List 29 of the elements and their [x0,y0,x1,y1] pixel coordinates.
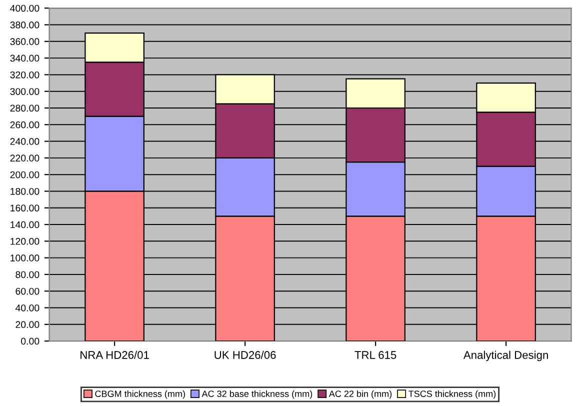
y-tick-label: 320.00 [10,71,40,78]
y-tick-label: 300.00 [10,88,40,95]
x-tick-label: Analytical Design [463,350,548,362]
y-tick-label: 100.00 [10,254,40,262]
y-tick-label: 220.00 [10,154,40,162]
legend-label: CBGM thickness (mm) [95,390,185,399]
y-tick-label: 160.00 [10,204,40,212]
y-tick-label: 400.00 [10,4,40,12]
y-tick-label: 340.00 [10,54,40,62]
y-tick-label: 360.00 [10,38,40,46]
y-tick-label: 380.00 [10,22,40,28]
x-tick-label: TRL 615 [354,351,396,359]
x-tick-label: NRA HD26/01 [80,350,149,359]
y-tick-label: 140.00 [10,221,40,228]
y-tick-label: 200.00 [10,171,40,178]
y-tick-label: 240.00 [10,138,40,145]
y-tick-label: 120.00 [10,238,40,245]
y-tick-label: 0.00 [21,338,40,345]
y-tick-label: 260.00 [10,121,40,128]
legend-label: TSCS thickness (mm) [408,390,496,399]
y-tick-label: 60.00 [16,288,40,295]
legend-label: AC 22 bin (mm) [328,390,392,399]
legend-label: AC 32 base thickness (mm) [202,390,312,399]
y-tick-label: 280.00 [10,104,40,112]
y-tick-label: 40.00 [15,304,40,312]
y-tick-label: 20.00 [16,321,40,328]
x-tick-label: UK HD26/06 [214,350,276,359]
y-tick-label: 80.00 [16,271,40,278]
y-tick-label: 180.00 [10,188,40,195]
